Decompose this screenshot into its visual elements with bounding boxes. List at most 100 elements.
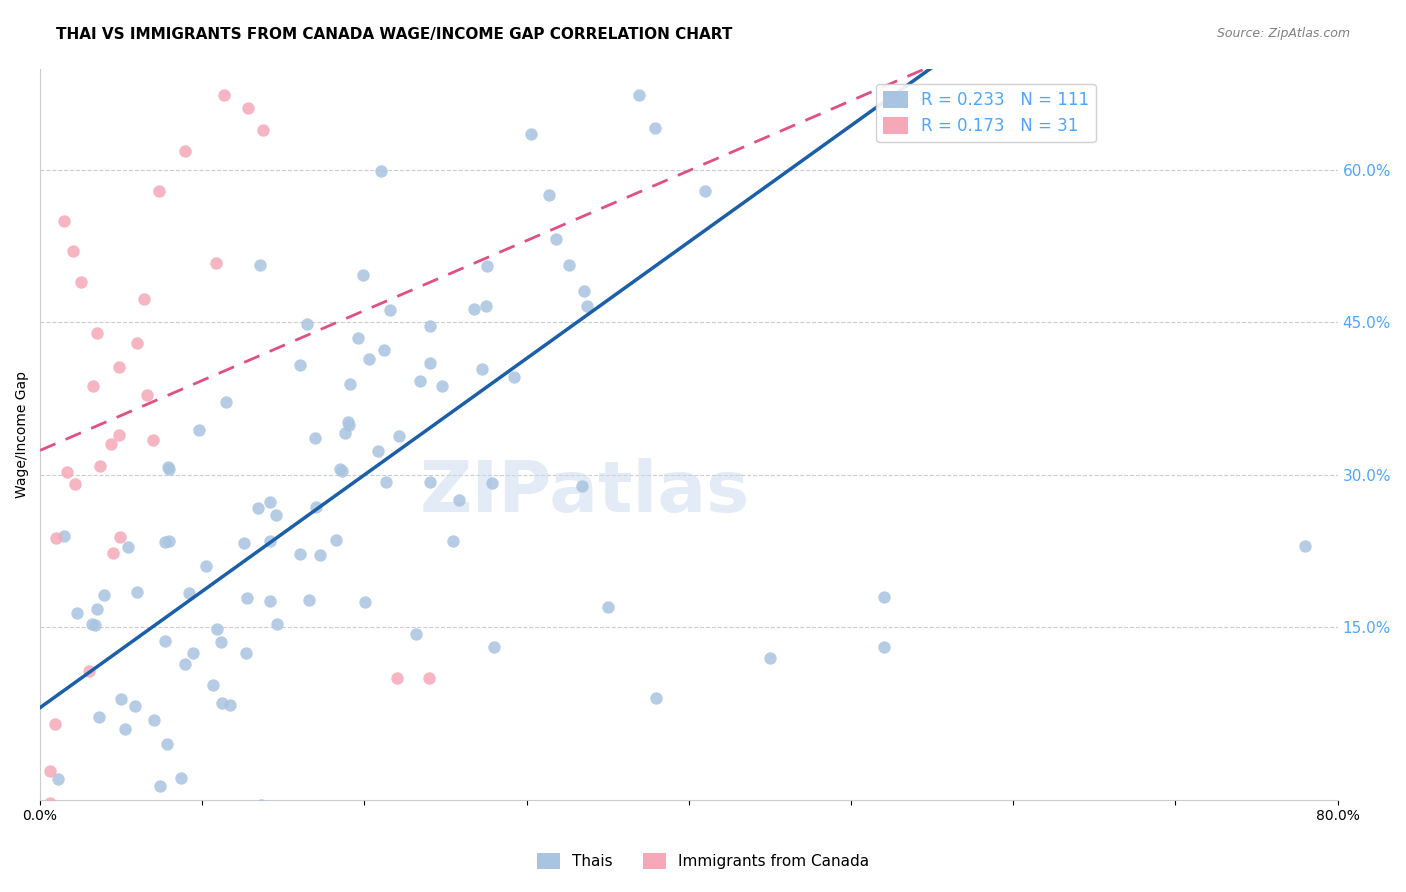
Point xyxy=(205,622,228,636)
Point xyxy=(153,535,176,549)
Point xyxy=(132,292,155,306)
Point xyxy=(290,359,312,373)
Point xyxy=(235,646,257,660)
Point xyxy=(449,492,471,507)
Point xyxy=(419,355,441,369)
Point xyxy=(645,691,668,706)
Point xyxy=(238,101,260,115)
Point xyxy=(247,43,270,57)
Point xyxy=(69,275,91,289)
Point xyxy=(84,618,107,632)
Point xyxy=(212,87,235,102)
Point xyxy=(44,717,66,731)
Point xyxy=(107,428,129,442)
Point xyxy=(53,529,76,543)
Point xyxy=(63,476,86,491)
Point xyxy=(82,617,104,632)
Legend: Thais, Immigrants from Canada: Thais, Immigrants from Canada xyxy=(530,847,876,875)
Point xyxy=(89,459,111,474)
Point xyxy=(357,352,380,367)
Point xyxy=(298,593,321,607)
Point xyxy=(305,500,328,514)
Point xyxy=(475,259,498,273)
Point xyxy=(209,635,232,649)
Point xyxy=(759,650,782,665)
Point xyxy=(576,299,599,313)
Point xyxy=(430,379,453,393)
Point xyxy=(114,722,136,736)
Point xyxy=(201,678,224,692)
Point xyxy=(872,640,894,655)
Point xyxy=(174,144,197,158)
Point xyxy=(263,814,285,828)
Point xyxy=(108,359,131,374)
Text: ZIPatlas: ZIPatlas xyxy=(420,458,751,527)
Point xyxy=(347,331,370,345)
Point xyxy=(66,606,89,620)
Point xyxy=(596,599,619,614)
Point xyxy=(39,796,62,810)
Point xyxy=(205,256,228,270)
Point xyxy=(375,475,398,490)
Point xyxy=(148,184,170,198)
Point xyxy=(136,388,159,402)
Point xyxy=(872,590,894,604)
Point xyxy=(385,671,408,685)
Text: Source: ZipAtlas.com: Source: ZipAtlas.com xyxy=(1216,27,1350,40)
Point xyxy=(463,301,485,316)
Point xyxy=(235,591,257,605)
Point xyxy=(110,531,132,545)
Point xyxy=(367,443,389,458)
Point xyxy=(124,698,146,713)
Point xyxy=(252,123,274,137)
Point xyxy=(101,546,124,560)
Point xyxy=(249,258,271,272)
Point xyxy=(87,710,110,724)
Point xyxy=(259,534,281,549)
Point xyxy=(502,369,524,384)
Point xyxy=(53,214,76,228)
Point xyxy=(125,585,148,599)
Point xyxy=(388,428,411,442)
Point xyxy=(266,617,288,632)
Point xyxy=(329,462,352,476)
Point xyxy=(266,508,288,522)
Point xyxy=(215,395,238,409)
Point xyxy=(46,772,69,786)
Point xyxy=(354,594,377,608)
Point xyxy=(82,379,104,393)
Point xyxy=(481,475,503,490)
Point xyxy=(419,319,441,334)
Point xyxy=(474,299,496,313)
Point xyxy=(153,634,176,648)
Point xyxy=(159,533,181,548)
Point xyxy=(409,374,432,388)
Legend: R = 0.233   N = 111, R = 0.173   N = 31: R = 0.233 N = 111, R = 0.173 N = 31 xyxy=(876,84,1095,142)
Y-axis label: Wage/Income Gap: Wage/Income Gap xyxy=(15,371,30,498)
Point xyxy=(304,431,326,445)
Point xyxy=(335,426,357,441)
Point xyxy=(259,594,281,608)
Point xyxy=(418,671,440,685)
Point xyxy=(142,713,165,727)
Point xyxy=(117,540,139,554)
Point xyxy=(378,303,401,318)
Point xyxy=(330,464,353,478)
Point xyxy=(170,771,193,785)
Point xyxy=(86,602,108,616)
Point xyxy=(86,326,108,340)
Point xyxy=(45,532,67,546)
Point xyxy=(157,462,180,476)
Point xyxy=(233,536,256,550)
Point xyxy=(309,548,332,562)
Point xyxy=(149,779,172,793)
Point xyxy=(211,696,233,710)
Point xyxy=(157,459,180,474)
Point xyxy=(127,335,149,350)
Point xyxy=(693,184,716,198)
Point xyxy=(93,588,115,602)
Point xyxy=(55,465,77,479)
Point xyxy=(181,646,204,660)
Point xyxy=(336,415,359,429)
Point xyxy=(537,188,560,202)
